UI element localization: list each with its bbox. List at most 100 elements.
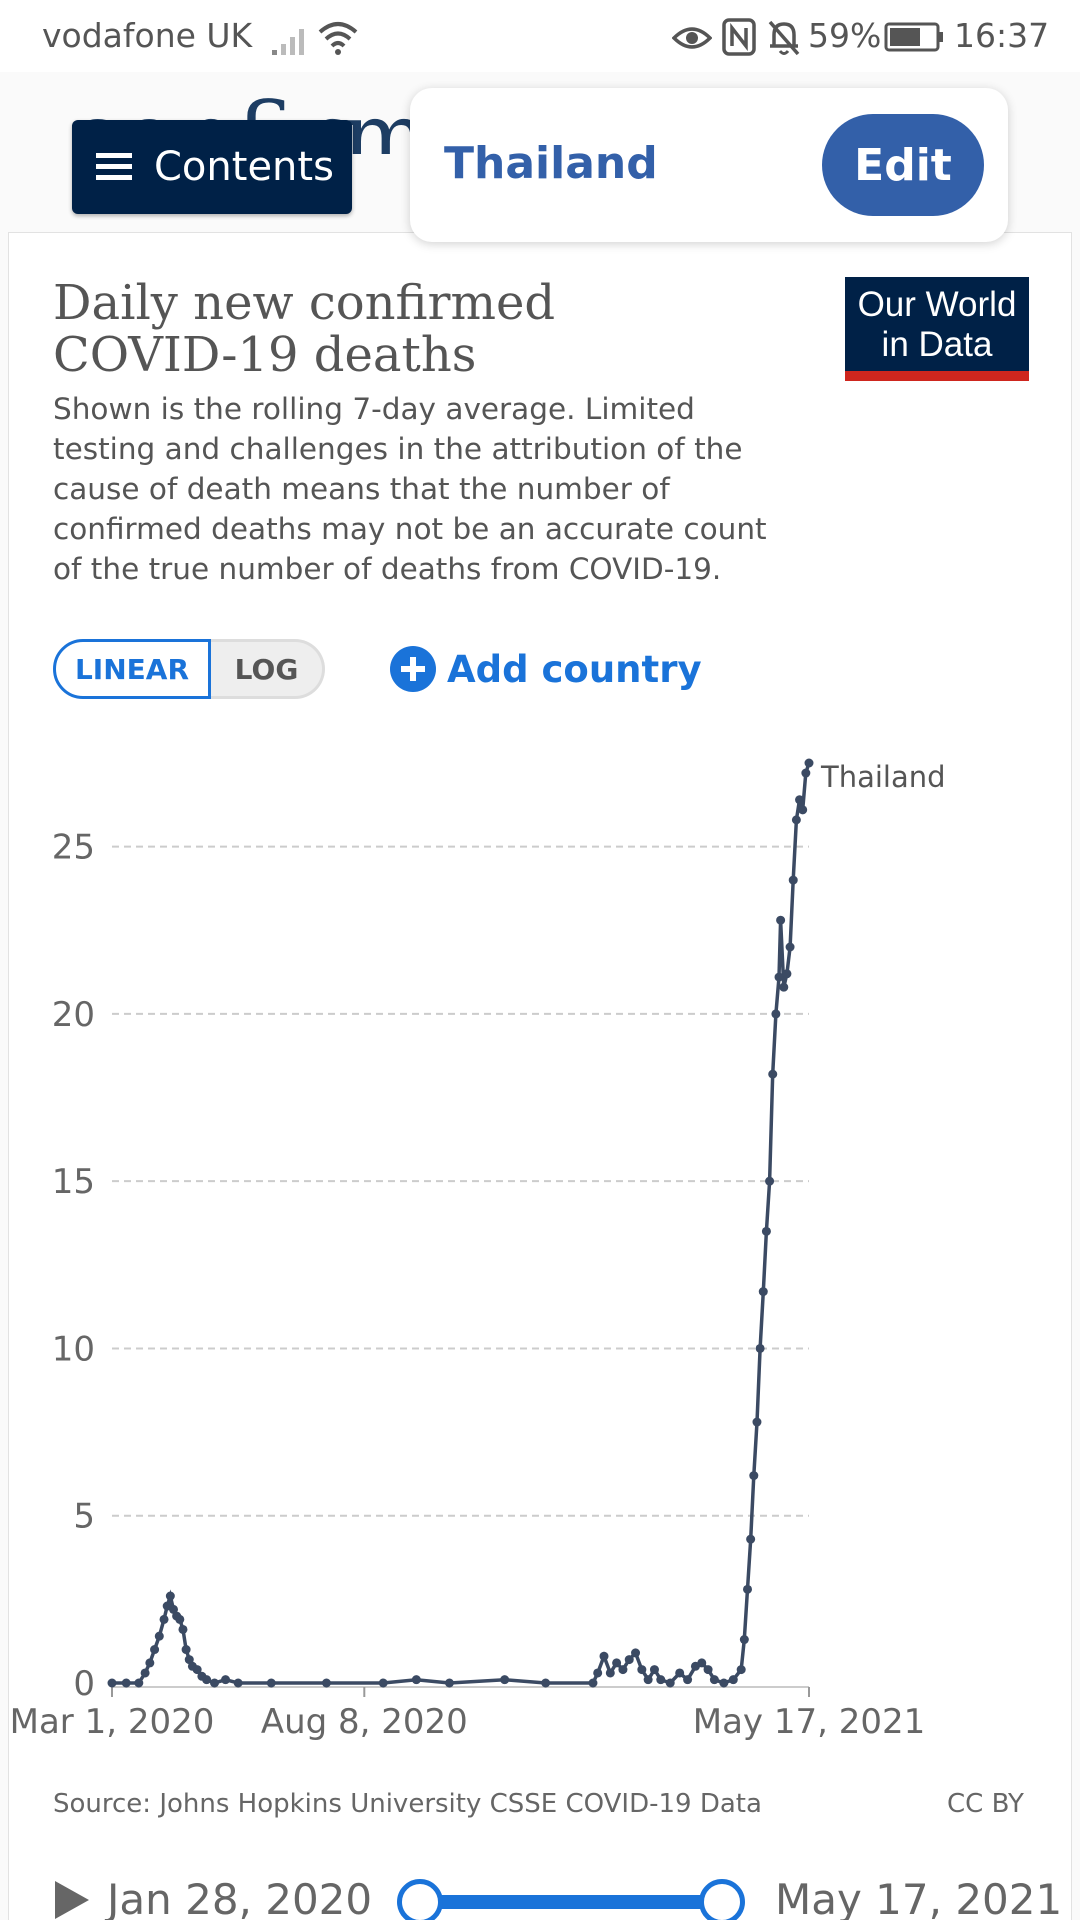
contents-label: Contents <box>154 144 334 190</box>
nfc-icon <box>722 18 756 56</box>
data-point <box>709 1675 719 1685</box>
data-point <box>593 1668 603 1678</box>
battery-icon <box>884 22 943 52</box>
data-point <box>107 1678 117 1688</box>
data-point <box>134 1678 144 1688</box>
data-point <box>791 815 801 825</box>
data-point <box>192 1665 202 1675</box>
data-point <box>736 1665 746 1675</box>
data-point <box>178 1624 188 1634</box>
data-point <box>788 875 798 885</box>
timeline-end-handle[interactable] <box>699 1879 745 1920</box>
y-tick-label: 5 <box>73 1497 95 1537</box>
timeline-start-handle[interactable] <box>397 1879 443 1920</box>
data-point <box>782 969 792 979</box>
data-point <box>752 1417 762 1427</box>
data-point <box>588 1678 598 1688</box>
edit-button[interactable]: Edit <box>822 114 984 216</box>
data-point <box>761 1226 771 1236</box>
data-point <box>768 1069 778 1079</box>
data-point <box>801 768 811 778</box>
x-tick-label: Aug 8, 2020 <box>261 1702 468 1742</box>
data-point <box>728 1675 738 1685</box>
data-point <box>643 1675 653 1685</box>
y-tick-label: 0 <box>73 1664 95 1704</box>
scale-toggle: LINEAR LOG <box>53 639 325 699</box>
plus-circle-icon <box>390 646 436 692</box>
selected-country: Thailand <box>444 138 658 189</box>
data-point <box>169 1604 178 1614</box>
logo-line-2: in Data <box>881 325 993 364</box>
data-point <box>184 1655 194 1665</box>
data-point <box>221 1675 231 1685</box>
license-link[interactable]: CC BY <box>947 1789 1024 1819</box>
play-icon[interactable] <box>47 1877 93 1920</box>
y-tick-label: 25 <box>52 828 95 868</box>
timeline: Jan 28, 2020 May 17, 2021 <box>9 1853 1073 1920</box>
data-point <box>804 758 814 768</box>
source-note: Source: Johns Hopkins University CSSE CO… <box>53 1789 762 1819</box>
data-point <box>765 1176 775 1186</box>
owid-logo[interactable]: Our World in Data <box>845 277 1029 381</box>
data-point <box>210 1678 219 1688</box>
data-point <box>739 1635 749 1645</box>
wifi-icon <box>318 22 358 55</box>
chart-title: Daily new confirmed COVID-19 deaths <box>53 275 556 383</box>
series-line <box>112 762 811 1686</box>
data-point <box>612 1658 622 1668</box>
line-chart: 0 5 10 15 20 25 Mar 1, 2020 Aug 8, 2020 May 17, … <box>10 758 946 1742</box>
hamburger-icon <box>96 153 132 180</box>
signal-icon <box>272 29 304 55</box>
status-bar: vodafone UK 59% 16:37 <box>0 0 1080 72</box>
data-point <box>159 1614 169 1624</box>
data-point <box>746 1534 756 1544</box>
data-point <box>411 1675 421 1685</box>
data-point <box>233 1678 243 1688</box>
data-point <box>683 1675 693 1685</box>
data-point <box>719 1678 729 1688</box>
data-point <box>771 1009 781 1019</box>
add-country-button[interactable]: Add country <box>389 641 702 697</box>
battery-percent: 59% <box>808 16 882 55</box>
data-point <box>150 1645 160 1655</box>
series-label: Thailand <box>820 760 946 794</box>
data-point <box>140 1668 150 1678</box>
data-point <box>378 1678 388 1688</box>
linear-scale-button[interactable]: LINEAR <box>53 639 211 699</box>
x-tick-label: Mar 1, 2020 <box>10 1702 215 1742</box>
log-scale-button[interactable]: LOG <box>211 639 325 699</box>
chart-subtitle: Shown is the rolling 7-day average. Limi… <box>53 392 767 586</box>
data-point <box>779 982 789 992</box>
eye-icon <box>672 27 712 49</box>
data-point <box>145 1658 155 1668</box>
data-point <box>697 1658 707 1668</box>
data-point <box>181 1645 191 1655</box>
carrier-label: vodafone UK <box>42 16 253 55</box>
country-selector: Thailand Edit <box>410 88 1008 242</box>
data-point <box>444 1678 454 1688</box>
timeline-track[interactable] <box>419 1895 719 1909</box>
data-point <box>785 942 795 952</box>
clock: 16:37 <box>954 16 1050 55</box>
data-point <box>649 1665 659 1675</box>
data-point <box>675 1668 685 1678</box>
chart-card: Daily new confirmed COVID-19 deaths Show… <box>8 232 1072 1920</box>
data-point <box>624 1655 634 1665</box>
bell-off-icon <box>768 20 800 56</box>
x-tick-label: May 17, 2021 <box>693 1702 926 1742</box>
contents-button[interactable]: Contents <box>72 120 352 214</box>
data-point <box>599 1651 609 1661</box>
data-point <box>798 805 808 815</box>
data-point <box>500 1675 510 1685</box>
data-point <box>656 1675 666 1685</box>
data-point <box>154 1631 164 1641</box>
y-tick-label: 15 <box>52 1162 95 1202</box>
data-point <box>121 1678 131 1688</box>
data-point <box>703 1665 713 1675</box>
data-point <box>541 1678 551 1688</box>
data-point <box>266 1678 276 1688</box>
data-point <box>749 1471 759 1481</box>
data-point <box>637 1665 647 1675</box>
data-point <box>776 915 786 925</box>
data-point <box>175 1614 185 1624</box>
